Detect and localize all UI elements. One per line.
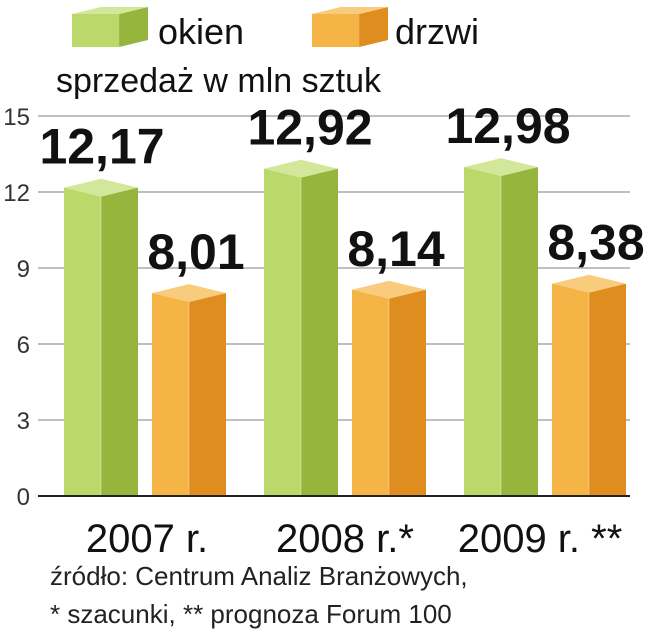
x-category-label: 2009 r. **: [458, 517, 623, 561]
bar-okien-1: [264, 159, 338, 496]
legend-label-okien: okien: [158, 11, 244, 52]
y-tick-label: 0: [17, 484, 30, 511]
bar-okien-2: [464, 158, 538, 496]
footnotes: źródło: Centrum Analiz Branżowych, * sza…: [50, 561, 468, 629]
y-tick-label: 12: [3, 180, 30, 207]
legend-swatch-okien: [72, 7, 148, 47]
legend-swatch-drzwi: [312, 7, 388, 47]
chart-subtitle: sprzedaż w mln sztuk: [56, 62, 382, 100]
data-label-drzwi: 8,38: [547, 215, 644, 271]
x-axis-categories: 2007 r. 2008 r.* 2009 r. **: [86, 517, 622, 561]
source-note: źródło: Centrum Analiz Branżowych,: [50, 561, 468, 591]
data-labels: 12,17 8,01 12,92 8,14 12,98 8,38: [39, 98, 644, 280]
data-label-okien: 12,98: [445, 98, 570, 154]
y-tick-label: 6: [17, 332, 30, 359]
bar-drzwi-2: [552, 274, 626, 496]
data-label-drzwi: 8,01: [147, 224, 244, 280]
y-axis-ticks: 0 3 6 9 12 15: [3, 104, 30, 511]
x-category-label: 2008 r.*: [276, 517, 414, 561]
y-tick-label: 3: [17, 408, 30, 435]
y-tick-label: 15: [3, 104, 30, 131]
data-label-drzwi: 8,14: [347, 221, 445, 277]
data-label-okien: 12,17: [39, 119, 164, 175]
bar-drzwi-1: [352, 280, 426, 496]
data-label-okien: 12,92: [247, 100, 372, 156]
legend-note: * szacunki, ** prognoza Forum 100: [50, 599, 452, 629]
bar-okien-0: [64, 178, 138, 496]
bars: [64, 158, 626, 496]
y-tick-label: 9: [17, 256, 30, 283]
bar-drzwi-0: [152, 284, 226, 496]
legend: okien drzwi: [72, 7, 479, 52]
legend-item-okien: okien: [72, 7, 244, 52]
legend-label-drzwi: drzwi: [395, 11, 479, 52]
legend-item-drzwi: drzwi: [312, 7, 479, 52]
x-category-label: 2007 r.: [86, 517, 208, 561]
